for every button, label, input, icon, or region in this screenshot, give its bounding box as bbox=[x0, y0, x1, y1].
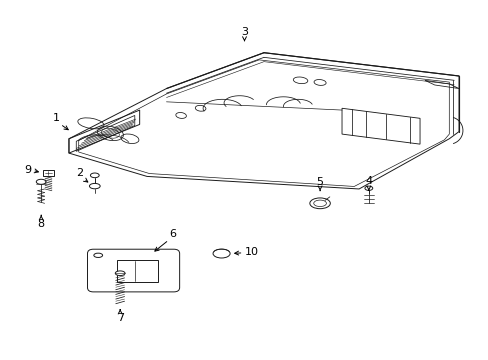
Text: 7: 7 bbox=[116, 314, 123, 323]
Text: 4: 4 bbox=[365, 176, 372, 186]
Text: 1: 1 bbox=[53, 113, 60, 123]
Ellipse shape bbox=[89, 183, 100, 189]
Ellipse shape bbox=[115, 271, 125, 275]
FancyBboxPatch shape bbox=[42, 170, 54, 176]
FancyBboxPatch shape bbox=[87, 249, 179, 292]
Text: 9: 9 bbox=[24, 165, 31, 175]
Text: 8: 8 bbox=[38, 219, 44, 229]
Text: 6: 6 bbox=[168, 229, 176, 239]
Ellipse shape bbox=[36, 179, 46, 184]
Text: 2: 2 bbox=[77, 168, 83, 178]
Ellipse shape bbox=[94, 253, 102, 257]
Ellipse shape bbox=[213, 249, 230, 258]
Text: 10: 10 bbox=[244, 247, 258, 257]
Ellipse shape bbox=[364, 186, 372, 190]
Ellipse shape bbox=[309, 198, 330, 209]
Text: 5: 5 bbox=[316, 177, 323, 187]
Text: 3: 3 bbox=[241, 27, 247, 37]
FancyBboxPatch shape bbox=[117, 260, 158, 282]
Ellipse shape bbox=[90, 173, 99, 178]
